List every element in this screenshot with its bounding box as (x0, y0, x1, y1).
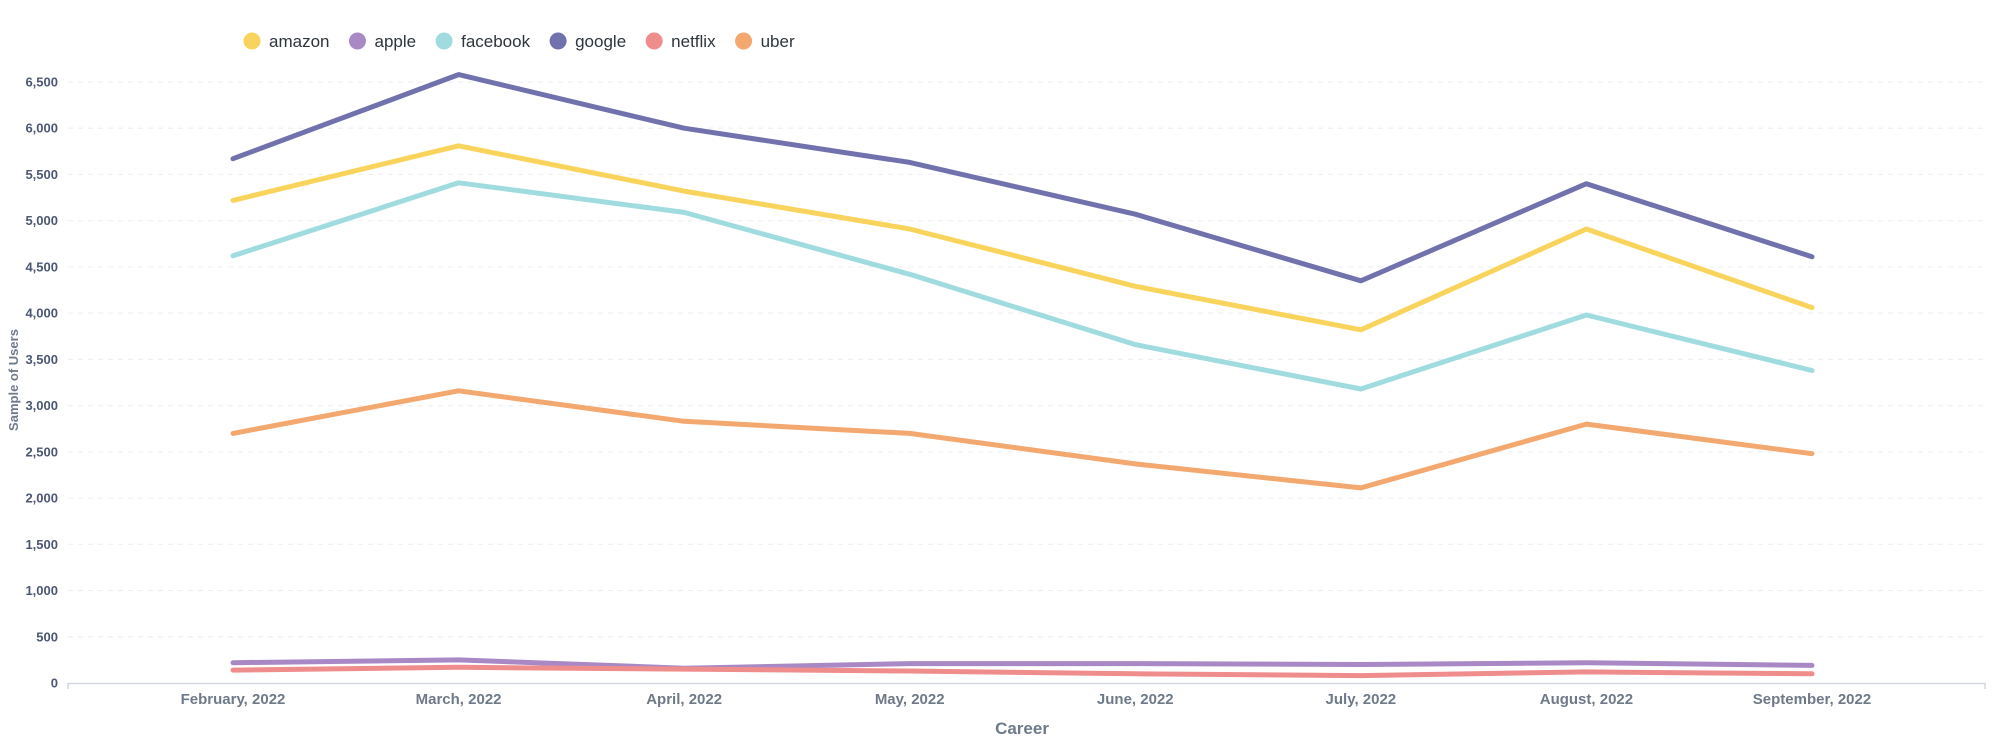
x-tick-label: June, 2022 (1097, 691, 1174, 708)
y-tick-label: 4,000 (25, 306, 58, 321)
y-tick-label: 2,500 (25, 444, 58, 459)
legend-label: facebook (461, 32, 530, 51)
legend-label: netflix (671, 32, 716, 51)
series-line-uber[interactable] (230, 388, 1815, 491)
legend-item-apple[interactable]: apple (348, 32, 416, 51)
legend-item-uber[interactable]: uber (735, 32, 795, 51)
y-tick-label: 0 (51, 676, 58, 691)
legend-dot (645, 32, 663, 50)
legend-label: apple (374, 32, 416, 51)
legend-label: uber (761, 32, 795, 51)
legend-item-facebook[interactable]: facebook (435, 32, 531, 51)
y-tick-label: 6,500 (25, 75, 58, 90)
legend-dot (348, 32, 366, 50)
legend-dot (549, 32, 567, 50)
x-tick-label: February, 2022 (181, 691, 286, 708)
series-layer (230, 72, 1815, 679)
x-tick-label: September, 2022 (1753, 691, 1871, 708)
x-tick-label: May, 2022 (875, 691, 945, 708)
y-tick-label: 6,000 (25, 121, 58, 136)
y-tick-label: 5,000 (25, 213, 58, 228)
series-line-google[interactable] (230, 72, 1815, 284)
x-tick-label: April, 2022 (646, 691, 722, 708)
y-tick-label: 1,500 (25, 537, 58, 552)
y-tick-label: 3,000 (25, 398, 58, 413)
y-tick-label: 500 (36, 629, 58, 644)
x-axis-title: Career (995, 719, 1049, 738)
legend-label: amazon (269, 32, 329, 51)
legend-item-amazon[interactable]: amazon (243, 32, 330, 51)
legend-dot (435, 32, 453, 50)
x-tick-label: March, 2022 (416, 691, 502, 708)
legend-item-netflix[interactable]: netflix (645, 32, 716, 51)
y-axis-title: Sample of Users (6, 329, 21, 431)
series-line-apple[interactable] (230, 657, 1815, 671)
x-tick-label: August, 2022 (1540, 691, 1633, 708)
y-tick-label: 4,500 (25, 259, 58, 274)
legend-item-google[interactable]: google (549, 32, 627, 51)
axis-layer: 0 500 1,000 1,500 2,000 2,500 3,000 3,500 4,000 4… (25, 75, 1986, 708)
y-tick-label: 3,500 (25, 352, 58, 367)
series-line-facebook[interactable] (230, 180, 1815, 392)
y-tick-label: 1,000 (25, 583, 58, 598)
legend: amazon apple facebook google netflix uber (243, 32, 795, 51)
grid-layer (68, 81, 1985, 638)
y-tick-label: 5,500 (25, 167, 58, 182)
legend-label: google (575, 32, 626, 51)
y-tick-label: 2,000 (25, 491, 58, 506)
series-line-amazon[interactable] (230, 143, 1815, 333)
x-tick-label: July, 2022 (1326, 691, 1397, 708)
legend-dot (735, 32, 753, 50)
series-line-netflix[interactable] (230, 664, 1815, 679)
legend-dot (243, 32, 261, 50)
